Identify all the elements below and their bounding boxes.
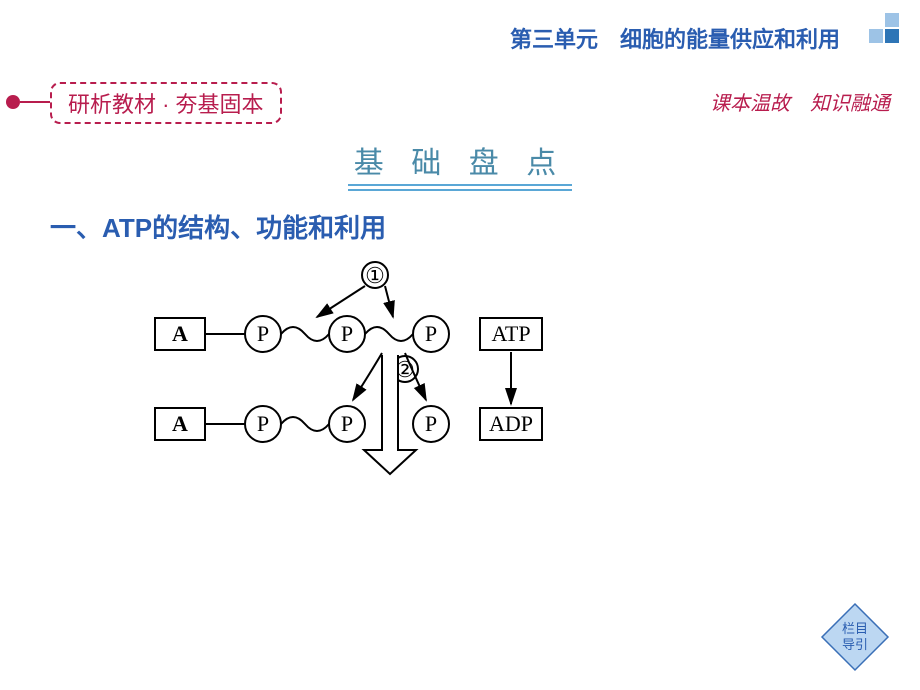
page-title: 基 础 盘 点 [348,138,573,186]
nav-diamond-button[interactable]: 栏目 导引 [820,602,890,672]
svg-text:P: P [257,321,269,346]
unit-header: 第三单元 细胞的能量供应和利用 [510,22,840,54]
section-right-label: 课本温故 知识融通 [710,87,890,116]
svg-text:ADP: ADP [489,411,533,436]
section-box: 研析教材 · 夯基固本 [50,82,282,124]
svg-text:栏目: 栏目 [842,621,868,636]
atp-diagram-svg: ① A P P P ATP ② [150,260,630,480]
section-bullet-icon [6,95,20,109]
svg-text:P: P [341,321,353,346]
svg-text:①: ① [365,263,385,288]
page-title-block: 基 础 盘 点 [0,138,920,186]
corner-logo [854,10,906,61]
atp-diagram: ① A P P P ATP ② [150,260,630,485]
svg-text:导引: 导引 [842,637,868,652]
section-line-icon [20,101,50,103]
heading-1: 一、ATP的结构、功能和利用 [50,208,386,245]
svg-text:ATP: ATP [491,321,530,346]
section-row: 研析教材 · 夯基固本 课本温故 知识融通 [0,82,920,122]
squares-icon [854,10,906,56]
svg-text:P: P [425,321,437,346]
svg-text:A: A [172,321,188,346]
diamond-icon: 栏目 导引 [820,602,890,672]
svg-text:A: A [172,411,188,436]
svg-text:P: P [341,411,353,436]
svg-text:P: P [257,411,269,436]
svg-text:P: P [425,411,437,436]
